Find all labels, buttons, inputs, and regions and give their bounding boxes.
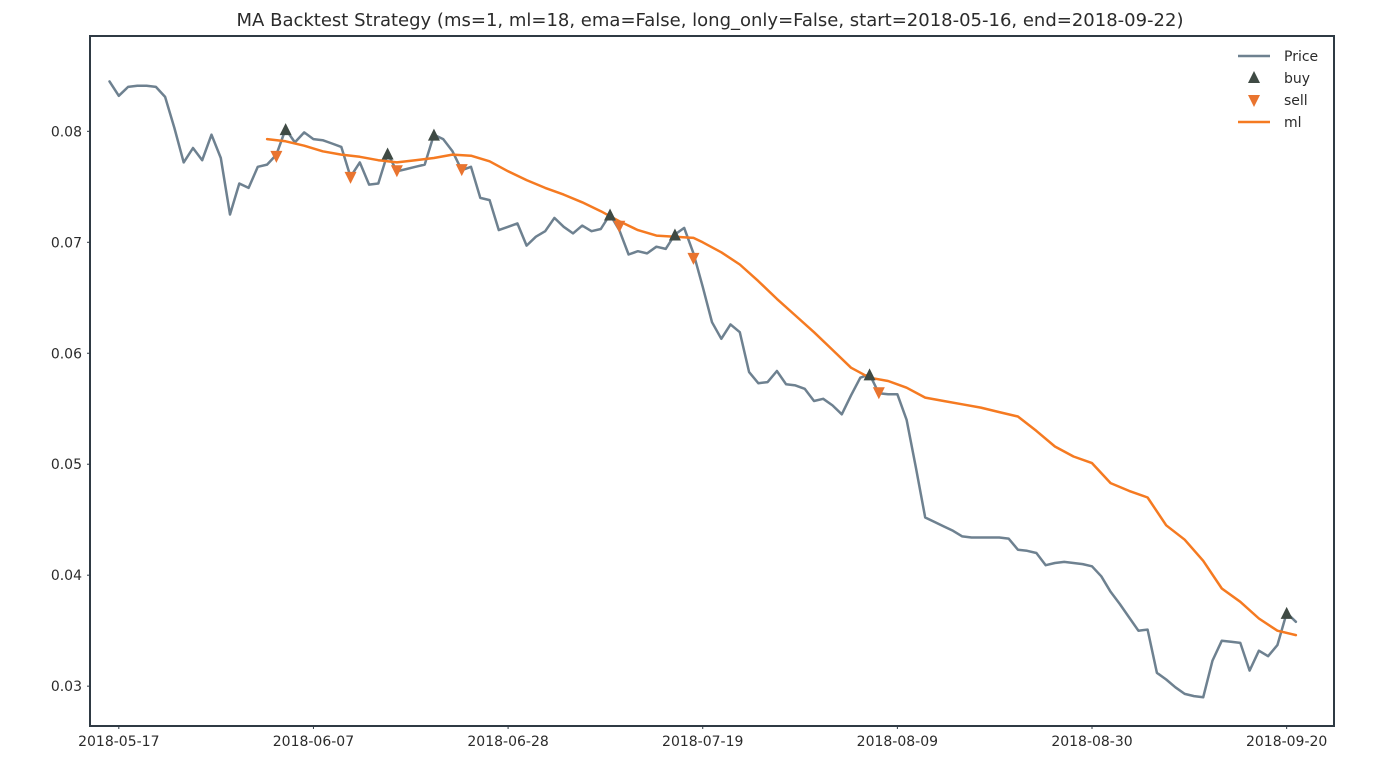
legend-sell-marker	[1248, 95, 1260, 107]
series-layer	[108, 80, 1298, 699]
legend: Price buy sell ml	[1238, 49, 1318, 131]
sell-marker	[613, 220, 626, 233]
x-tick-label: 2018-06-28	[467, 734, 548, 750]
y-tick-label: 0.03	[51, 679, 82, 695]
x-tick-label: 2018-05-17	[78, 734, 159, 750]
sell-marker	[687, 252, 700, 265]
sell-marker	[390, 165, 403, 178]
x-axis-ticks: 2018-05-17 2018-06-07 2018-06-28 2018-07-19…	[78, 725, 1327, 750]
y-tick-label: 0.05	[51, 457, 82, 473]
plot-frame	[89, 35, 1335, 727]
signal-markers	[270, 123, 1293, 619]
x-tick-label: 2018-08-30	[1051, 734, 1132, 750]
buy-marker	[279, 123, 292, 136]
buy-marker	[863, 368, 876, 381]
legend-price-label: Price	[1284, 49, 1318, 65]
y-tick-label: 0.04	[51, 568, 82, 584]
buy-marker	[668, 228, 681, 241]
y-tick-label: 0.07	[51, 235, 82, 251]
y-tick-label: 0.08	[51, 124, 82, 140]
x-tick-label: 2018-06-07	[273, 734, 354, 750]
y-axis-ticks: 0.03 0.04 0.05 0.06 0.07 0.08	[51, 124, 91, 695]
buy-marker	[1280, 606, 1293, 619]
legend-sell-label: sell	[1284, 93, 1308, 109]
legend-buy-marker	[1248, 71, 1260, 83]
buy-marker	[381, 147, 394, 160]
chart-title: MA Backtest Strategy (ms=1, ml=18, ema=F…	[237, 10, 1184, 31]
legend-ml-label: ml	[1284, 115, 1302, 131]
x-tick-label: 2018-09-20	[1246, 734, 1327, 750]
x-tick-label: 2018-07-19	[662, 734, 743, 750]
buy-marker	[604, 208, 617, 221]
series-line-ml	[265, 137, 1298, 637]
sell-marker	[455, 164, 468, 177]
legend-buy-label: buy	[1284, 71, 1310, 87]
y-tick-label: 0.06	[51, 346, 82, 362]
x-tick-label: 2018-08-09	[857, 734, 938, 750]
series-line-price	[108, 80, 1298, 699]
buy-marker	[427, 128, 440, 141]
sell-marker	[872, 387, 885, 400]
sell-marker	[344, 171, 357, 184]
sell-marker	[270, 150, 283, 163]
